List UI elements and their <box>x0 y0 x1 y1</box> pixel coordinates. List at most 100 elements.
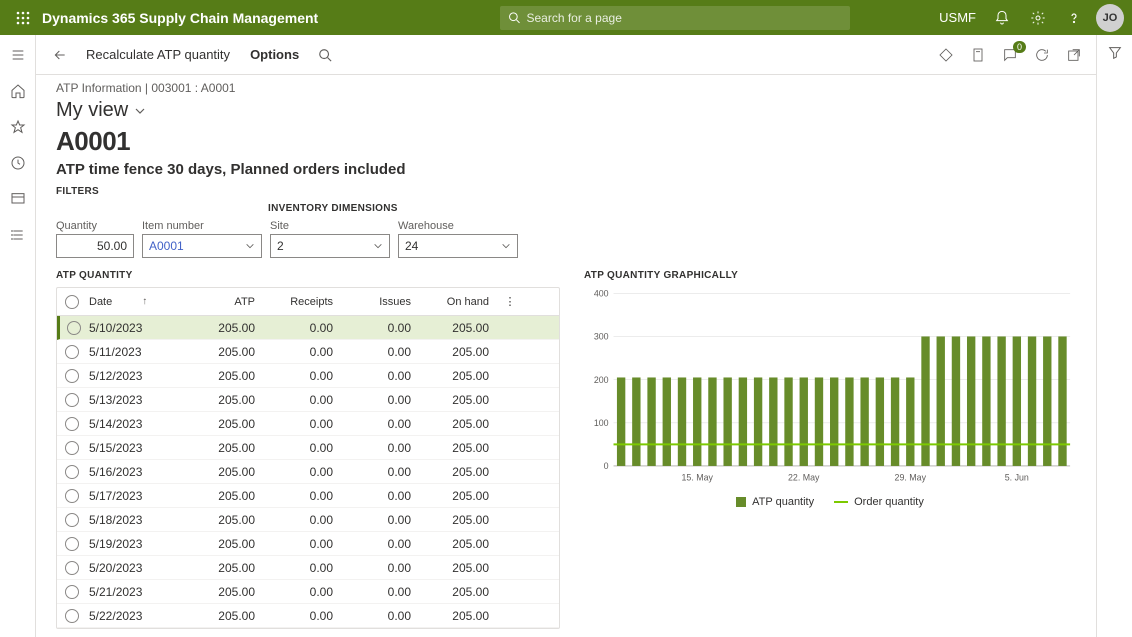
table-row[interactable]: 5/14/2023205.000.000.00205.00 <box>57 412 559 436</box>
cell-date: 5/22/2023 <box>87 609 187 623</box>
row-radio[interactable] <box>67 321 81 335</box>
cell-receipts: 0.00 <box>265 393 343 407</box>
cell-receipts: 0.00 <box>265 561 343 575</box>
grid-header: Date↑ ATP Receipts Issues On hand ⋮ <box>57 288 559 316</box>
atp-quantity-header: ATP QUANTITY <box>56 270 560 281</box>
site-combo[interactable]: 2 <box>270 234 390 258</box>
cell-onhand: 205.00 <box>421 537 499 551</box>
funnel-icon[interactable] <box>1107 45 1123 637</box>
left-nav <box>0 35 36 637</box>
site-field: Site 2 <box>270 220 390 258</box>
table-row[interactable]: 5/21/2023205.000.000.00205.00 <box>57 580 559 604</box>
row-radio[interactable] <box>65 513 79 527</box>
recalculate-button[interactable]: Recalculate ATP quantity <box>80 43 236 66</box>
global-search-input[interactable] <box>526 11 842 25</box>
col-header-date[interactable]: Date↑ <box>87 296 187 308</box>
cell-atp: 205.00 <box>187 369 265 383</box>
table-row[interactable]: 5/10/2023205.000.000.00205.00 <box>57 316 559 340</box>
select-all-radio[interactable] <box>65 295 79 309</box>
table-row[interactable]: 5/22/2023205.000.000.00205.00 <box>57 604 559 628</box>
table-row[interactable]: 5/17/2023205.000.000.00205.00 <box>57 484 559 508</box>
clock-icon[interactable] <box>8 153 28 173</box>
star-icon[interactable] <box>8 117 28 137</box>
cell-date: 5/16/2023 <box>87 465 187 479</box>
modules-icon[interactable] <box>8 225 28 245</box>
col-header-receipts[interactable]: Receipts <box>265 296 343 308</box>
options-button[interactable]: Options <box>244 43 305 66</box>
app-launcher-icon[interactable] <box>8 3 38 33</box>
action-search-icon[interactable] <box>313 43 337 67</box>
refresh-icon[interactable] <box>1032 45 1052 65</box>
cell-atp: 205.00 <box>187 417 265 431</box>
cell-receipts: 0.00 <box>265 513 343 527</box>
view-label: My view <box>56 99 128 122</box>
cell-atp: 205.00 <box>187 441 265 455</box>
table-row[interactable]: 5/11/2023205.000.000.00205.00 <box>57 340 559 364</box>
row-radio[interactable] <box>65 609 79 623</box>
table-row[interactable]: 5/13/2023205.000.000.00205.00 <box>57 388 559 412</box>
table-row[interactable]: 5/16/2023205.000.000.00205.00 <box>57 460 559 484</box>
table-row[interactable]: 5/20/2023205.000.000.00205.00 <box>57 556 559 580</box>
right-filter-bar <box>1096 35 1132 637</box>
row-radio[interactable] <box>65 417 79 431</box>
help-icon[interactable] <box>1060 4 1088 32</box>
table-row[interactable]: 5/12/2023205.000.000.00205.00 <box>57 364 559 388</box>
home-icon[interactable] <box>8 81 28 101</box>
table-row[interactable]: 5/18/2023205.000.000.00205.00 <box>57 508 559 532</box>
messages-icon[interactable]: 0 <box>1000 45 1020 65</box>
cell-receipts: 0.00 <box>265 417 343 431</box>
cell-atp: 205.00 <box>187 489 265 503</box>
table-row[interactable]: 5/19/2023205.000.000.00205.00 <box>57 532 559 556</box>
row-radio[interactable] <box>65 345 79 359</box>
grid-menu-icon[interactable]: ⋮ <box>499 295 521 308</box>
action-bar: Recalculate ATP quantity Options 0 <box>36 35 1096 75</box>
popout-icon[interactable] <box>1064 45 1084 65</box>
table-row[interactable]: 5/15/2023205.000.000.00205.00 <box>57 436 559 460</box>
cell-date: 5/18/2023 <box>87 513 187 527</box>
global-search[interactable] <box>500 6 850 30</box>
col-header-issues[interactable]: Issues <box>343 296 421 308</box>
col-header-onhand[interactable]: On hand <box>421 296 499 308</box>
row-radio[interactable] <box>65 585 79 599</box>
row-radio[interactable] <box>65 369 79 383</box>
cell-issues: 0.00 <box>343 369 421 383</box>
company-picker[interactable]: USMF <box>939 10 976 25</box>
diamond-icon[interactable] <box>936 45 956 65</box>
cell-onhand: 205.00 <box>421 513 499 527</box>
quantity-label: Quantity <box>56 220 134 232</box>
cell-issues: 0.00 <box>343 489 421 503</box>
back-button[interactable] <box>48 43 72 67</box>
cell-receipts: 0.00 <box>265 465 343 479</box>
row-radio[interactable] <box>65 537 79 551</box>
row-radio[interactable] <box>65 393 79 407</box>
cell-receipts: 0.00 <box>265 321 343 335</box>
cell-onhand: 205.00 <box>421 561 499 575</box>
cell-onhand: 205.00 <box>421 489 499 503</box>
row-radio[interactable] <box>65 465 79 479</box>
svg-text:5. Jun: 5. Jun <box>1005 472 1029 482</box>
cell-issues: 0.00 <box>343 609 421 623</box>
col-header-atp[interactable]: ATP <box>187 296 265 308</box>
warehouse-combo[interactable]: 24 <box>398 234 518 258</box>
sort-asc-icon: ↑ <box>142 296 147 307</box>
cell-onhand: 205.00 <box>421 369 499 383</box>
cell-atp: 205.00 <box>187 465 265 479</box>
cell-atp: 205.00 <box>187 513 265 527</box>
attach-icon[interactable] <box>968 45 988 65</box>
cell-date: 5/13/2023 <box>87 393 187 407</box>
bell-icon[interactable] <box>988 4 1016 32</box>
item-combo[interactable]: A0001 <box>142 234 262 258</box>
hamburger-icon[interactable] <box>8 45 28 65</box>
cell-date: 5/12/2023 <box>87 369 187 383</box>
gear-icon[interactable] <box>1024 4 1052 32</box>
row-radio[interactable] <box>65 489 79 503</box>
row-radio[interactable] <box>65 561 79 575</box>
avatar[interactable]: JO <box>1096 4 1124 32</box>
view-selector[interactable]: My view <box>56 99 1076 122</box>
cell-date: 5/11/2023 <box>87 345 187 359</box>
row-radio[interactable] <box>65 441 79 455</box>
quantity-input[interactable]: 50.00 <box>56 234 134 258</box>
atp-grid: Date↑ ATP Receipts Issues On hand ⋮ 5/10… <box>56 287 560 629</box>
workspace-icon[interactable] <box>8 189 28 209</box>
cell-atp: 205.00 <box>187 345 265 359</box>
